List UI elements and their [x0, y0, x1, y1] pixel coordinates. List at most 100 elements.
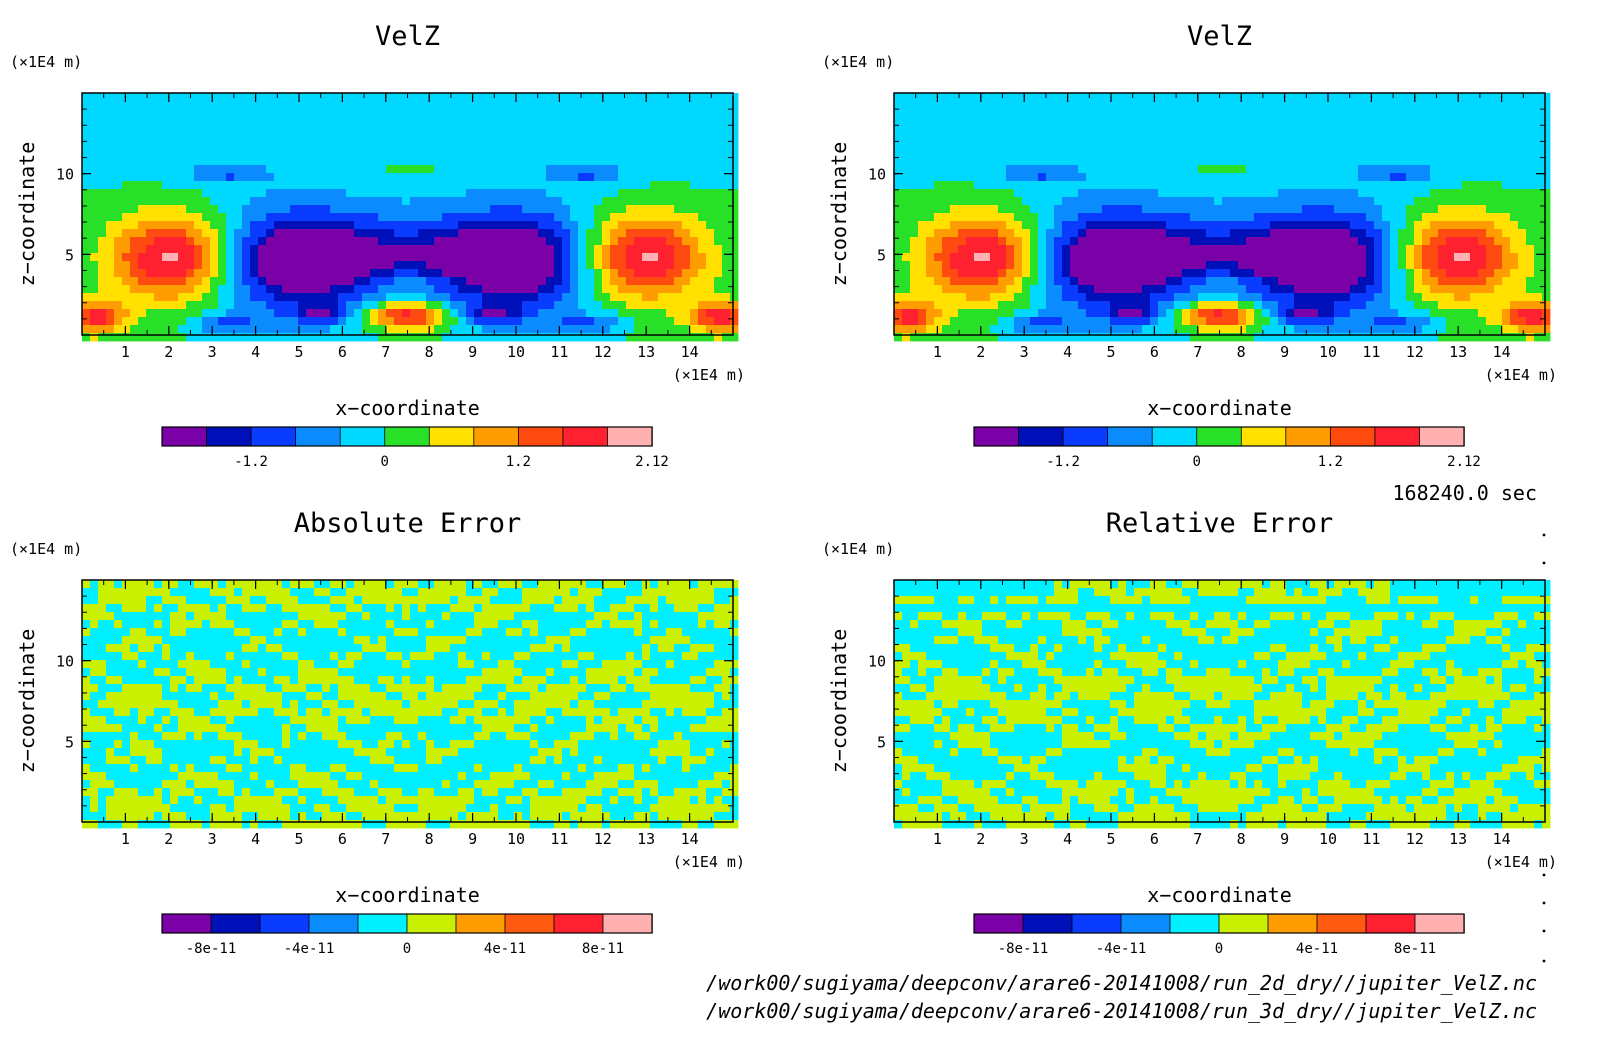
- field-cell: [1350, 293, 1359, 302]
- field-cell: [330, 277, 339, 286]
- field-cell: [1166, 237, 1175, 246]
- field-cell: [186, 293, 195, 302]
- field-cell: [570, 157, 579, 166]
- field-cell: [138, 189, 147, 198]
- field-cell: [234, 189, 243, 198]
- field-cell: [1318, 181, 1327, 190]
- field-cell: [1190, 301, 1199, 310]
- field-cell: [1390, 189, 1399, 198]
- field-cell: [1310, 157, 1319, 166]
- field-cell: [130, 197, 139, 206]
- field-cell: [186, 157, 195, 166]
- field-cell: [1542, 205, 1551, 214]
- field-cell: [490, 261, 499, 270]
- field-cell: [210, 109, 219, 118]
- field-cell: [530, 93, 539, 102]
- field-cell: [1174, 165, 1183, 174]
- field-cell: [226, 197, 235, 206]
- field-cell: [1166, 253, 1175, 262]
- x-unit-label: (×1E4 m): [1485, 366, 1557, 384]
- field-cell: [1046, 237, 1055, 246]
- field-cell: [194, 181, 203, 190]
- field-cell: [346, 109, 355, 118]
- field-cell: [578, 109, 587, 118]
- field-cell: [218, 253, 227, 262]
- field-cell: [482, 293, 491, 302]
- field-cell: [458, 229, 467, 238]
- field-cell: [466, 173, 475, 182]
- field-cell: [410, 325, 419, 334]
- field-cell: [194, 277, 203, 286]
- field-cell: [690, 205, 699, 214]
- field-cell: [290, 301, 299, 310]
- field-cell: [282, 93, 291, 102]
- field-cell: [210, 149, 219, 158]
- field-cell: [466, 133, 475, 142]
- field-cell: [1014, 205, 1023, 214]
- field-cell: [1366, 173, 1375, 182]
- field-cell: [1070, 149, 1079, 158]
- field-cell: [298, 205, 307, 214]
- field-cell: [1286, 293, 1295, 302]
- field-cell: [1526, 133, 1535, 142]
- field-cell: [1326, 197, 1335, 206]
- field-cell: [322, 221, 331, 230]
- field-cell: [282, 205, 291, 214]
- field-cell: [1190, 189, 1199, 198]
- field-cell: [1198, 213, 1207, 222]
- field-cell: [998, 237, 1007, 246]
- field-cell: [562, 253, 571, 262]
- field-cell: [666, 293, 675, 302]
- field-cell: [966, 133, 975, 142]
- field-cell: [950, 245, 959, 254]
- field-cell: [1278, 301, 1287, 310]
- field-cell: [1142, 117, 1151, 126]
- field-cell: [1126, 165, 1135, 174]
- field-cell: [170, 109, 179, 118]
- field-cell: [1254, 261, 1263, 270]
- field-cell: [314, 117, 323, 126]
- field-cell: [1022, 301, 1031, 310]
- field-cell: [306, 157, 315, 166]
- field-cell: [466, 165, 475, 174]
- field-cell: [1134, 165, 1143, 174]
- field-cell: [894, 149, 903, 158]
- field-cell: [1150, 245, 1159, 254]
- field-cell: [722, 245, 731, 254]
- field-cell: [1302, 189, 1311, 198]
- field-cell: [1110, 221, 1119, 230]
- field-cell: [1430, 301, 1439, 310]
- field-cell: [1174, 109, 1183, 118]
- field-cell: [1294, 309, 1303, 318]
- field-cell: [1014, 117, 1023, 126]
- field-cell: [1078, 197, 1087, 206]
- field-cell: [998, 173, 1007, 182]
- field-cell: [506, 317, 515, 326]
- field-cell: [274, 261, 283, 270]
- field-cell: [730, 293, 739, 302]
- field-cell: [1470, 141, 1479, 150]
- field-cell: [1078, 269, 1087, 278]
- field-cell: [1078, 213, 1087, 222]
- field-cell: [1014, 181, 1023, 190]
- field-cell: [1278, 261, 1287, 270]
- field-cell: [370, 317, 379, 326]
- field-cell: [538, 301, 547, 310]
- field-cell: [338, 197, 347, 206]
- field-cell: [266, 181, 275, 190]
- field-cell: [1022, 237, 1031, 246]
- field-cell: [250, 109, 259, 118]
- field-cell: [1102, 285, 1111, 294]
- field-cell: [1414, 261, 1423, 270]
- field-cell: [1534, 133, 1543, 142]
- field-cell: [578, 93, 587, 102]
- field-cell: [626, 221, 635, 230]
- field-cell: [1470, 261, 1479, 270]
- field-cell: [1278, 189, 1287, 198]
- field-cell: [90, 237, 99, 246]
- field-cell: [1526, 117, 1535, 126]
- field-cell: [618, 149, 627, 158]
- field-cell: [974, 149, 983, 158]
- field-cell: [98, 245, 107, 254]
- field-cell: [298, 229, 307, 238]
